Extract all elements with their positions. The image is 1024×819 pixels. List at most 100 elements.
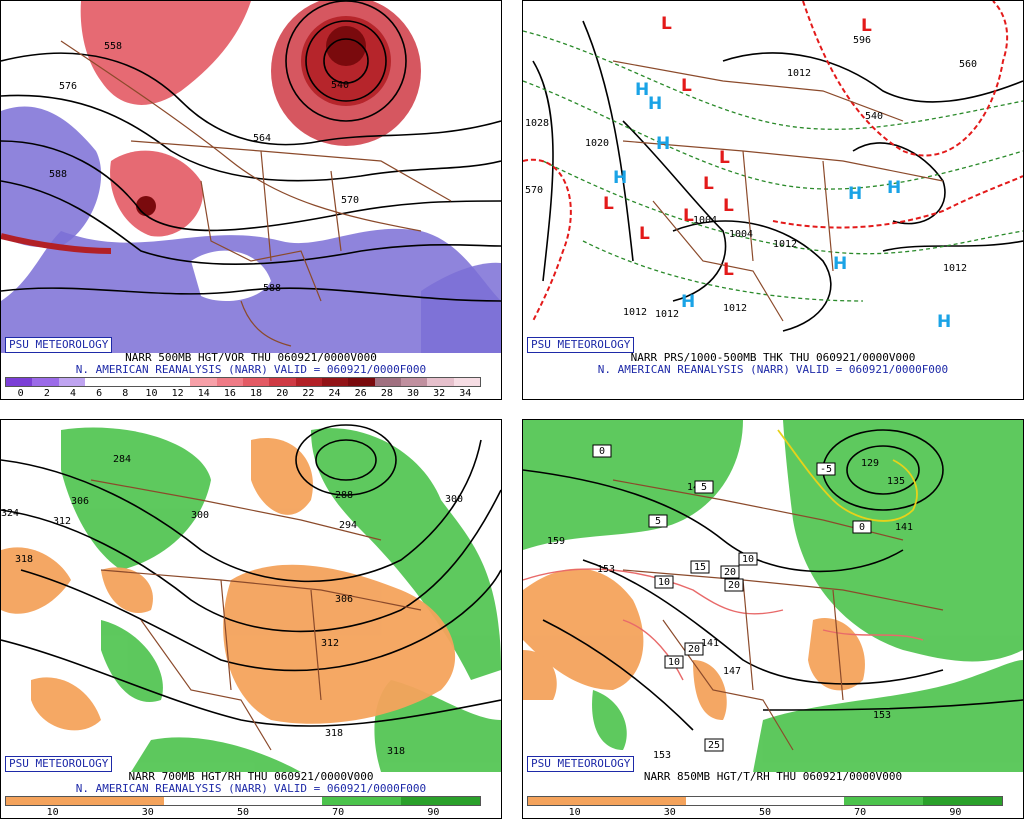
low-center: L xyxy=(723,260,734,280)
contour-label: 318 xyxy=(325,728,343,739)
temperature-box xyxy=(738,552,758,566)
colorbar-swatch xyxy=(844,797,923,805)
colorbar-label: 2 xyxy=(43,388,50,399)
high-center: H xyxy=(937,312,951,332)
contour-label: 570 xyxy=(525,185,543,196)
colorbar-label: 70 xyxy=(854,807,867,818)
colorbar-swatch xyxy=(85,797,164,805)
high-center: H xyxy=(656,134,670,154)
contour-label: 300 xyxy=(445,494,463,505)
colorbar-label: 10 xyxy=(46,807,59,818)
temperature-label: 10 xyxy=(668,657,680,668)
moist-region-nw xyxy=(523,420,743,550)
contour-label-588: 588 xyxy=(49,169,67,180)
contour-label: 312 xyxy=(53,516,71,527)
colorbar-label: 24 xyxy=(328,388,341,399)
contour-label: 153 xyxy=(873,710,891,721)
colorbar-swatch xyxy=(163,378,191,386)
temperature-box xyxy=(852,520,872,534)
temperature-label: 5 xyxy=(701,482,707,493)
colorbar-swatch xyxy=(58,378,85,386)
high-center: H xyxy=(635,80,649,100)
panel-title: NARR PRS/1000-500MB THK THU 060921/0000V… xyxy=(630,351,916,364)
colorbar-label: 30 xyxy=(141,807,154,818)
colorbar-swatch xyxy=(6,378,33,386)
temperature-box xyxy=(648,514,668,528)
rh-colorbar-labels: 10 30 50 70 90 xyxy=(5,807,481,818)
vorticity-map: 558 576 588 540 564 570 588 xyxy=(1,1,501,353)
low-center: L xyxy=(861,16,872,36)
high-center: H xyxy=(613,168,627,188)
contour-label-564: 564 xyxy=(253,133,271,144)
colorbar-swatch xyxy=(137,378,164,386)
contour-label: 324 xyxy=(1,508,19,519)
contour-label: 153 xyxy=(597,564,615,575)
moist-region-se xyxy=(753,660,1023,772)
temperature-label: 15 xyxy=(694,562,706,573)
low-center: L xyxy=(683,206,694,226)
contour-label: 312 xyxy=(321,638,339,649)
colorbar-label: 14 xyxy=(197,388,210,399)
contour-label: 153 xyxy=(653,750,671,761)
colorbar-label: 28 xyxy=(380,388,393,399)
colorbar-label: 50 xyxy=(758,807,772,818)
colorbar-swatch xyxy=(32,378,59,386)
contour-label-540: 540 xyxy=(331,80,349,91)
colorbar-swatch xyxy=(374,378,401,386)
colorbar-swatch xyxy=(190,378,217,386)
temperature-label: 20 xyxy=(728,580,740,591)
colorbar-label: 90 xyxy=(427,807,440,818)
contour-label: 294 xyxy=(339,520,357,531)
low-center: L xyxy=(719,148,730,168)
temperature-label: 5 xyxy=(655,516,661,527)
high-center: H xyxy=(848,184,862,204)
colorbar-swatch xyxy=(453,378,480,386)
colorbar-label: 10 xyxy=(568,807,581,818)
dry-region-north xyxy=(251,438,313,515)
temperature-label: 20 xyxy=(724,567,736,578)
contour-label: 1028 xyxy=(525,118,549,129)
contour-label: 318 xyxy=(387,746,405,757)
colorbar-label: 12 xyxy=(171,388,184,399)
temperature-label: 25 xyxy=(708,740,720,751)
low-center: L xyxy=(723,196,734,216)
temperature-box xyxy=(664,655,684,669)
panel-500mb-vorticity: 558 576 588 540 564 570 588 PSU METEOROL… xyxy=(0,0,502,400)
colorbar-swatch xyxy=(6,797,85,805)
psu-badge: PSU METEOROLOGY xyxy=(527,756,635,772)
colorbar-swatch xyxy=(84,378,112,386)
contour-label: 1012 xyxy=(787,68,811,79)
high-center: H xyxy=(681,292,695,312)
temperature-box xyxy=(592,444,612,458)
temperature-box xyxy=(654,575,674,589)
contour-label-570: 570 xyxy=(341,195,359,206)
colorbar-label: 8 xyxy=(122,388,129,399)
panel-subtitle: N. AMERICAN REANALYSIS (NARR) VALID = 060… xyxy=(597,363,949,376)
colorbar-label: 0 xyxy=(17,388,24,399)
moist-region-nw xyxy=(61,427,211,570)
colorbar-swatch xyxy=(401,797,480,805)
contour-label: 147 xyxy=(723,666,741,677)
colorbar-swatch xyxy=(243,797,322,805)
dry-region-central xyxy=(223,564,456,724)
colorbar-label: 18 xyxy=(250,388,263,399)
contour-label: 306 xyxy=(71,496,89,507)
vor-max-north xyxy=(80,1,251,105)
vor-region-west xyxy=(1,106,102,248)
temperature-label: 0 xyxy=(859,522,865,533)
contour-label: 560 xyxy=(959,59,977,70)
vor-max-west xyxy=(110,150,203,237)
colorbar-label: 30 xyxy=(406,388,420,399)
colorbar-label: 30 xyxy=(663,807,676,818)
temperature-box xyxy=(690,560,710,574)
contour-label: 288 xyxy=(335,490,353,501)
contour-label-576: 576 xyxy=(59,81,77,92)
temperature-boxes: 0 5 5 15 20 10 20 10 10 20 25 -5 0 xyxy=(592,444,872,752)
contour-label: 129 xyxy=(861,458,879,469)
temperature-box xyxy=(724,578,744,592)
pressure-map: L L L L L L L L L L H H H H H H H H H 10… xyxy=(523,1,1023,353)
contour-label: 141 xyxy=(701,638,719,649)
contour-label: 1012 xyxy=(943,263,967,274)
colorbar-label: 50 xyxy=(236,807,250,818)
low-center: L xyxy=(661,14,672,34)
